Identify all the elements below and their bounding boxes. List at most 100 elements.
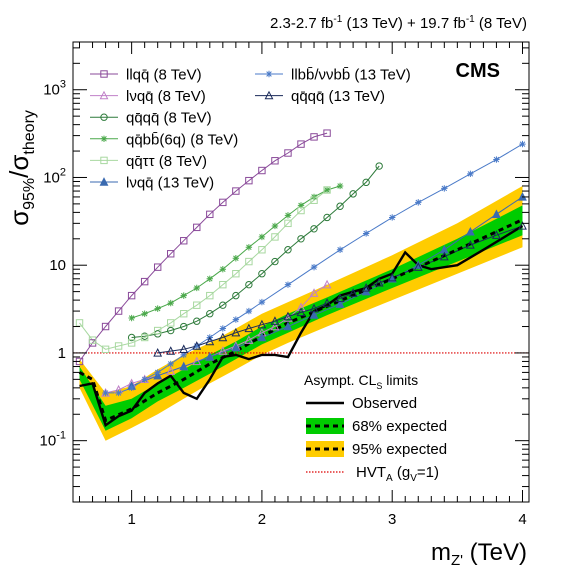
series-6-point-21 [493, 156, 500, 163]
series-6-point-9 [219, 325, 227, 332]
ticks-layer [73, 42, 529, 503]
series-7-point-14 [335, 293, 345, 302]
series-6-point-2 [128, 384, 135, 392]
series-4-point-13 [245, 257, 253, 266]
series-7-point-2 [179, 344, 189, 354]
series-3-point-8 [232, 255, 240, 262]
series-7-point-23 [518, 221, 527, 230]
legend-series-label-4: qq̄ττ (8 TeV) [126, 153, 207, 170]
x-tick-label-2: 3 [388, 511, 396, 528]
legend-series-label-3: qq̄bb̄(6q) (8 TeV) [126, 131, 238, 148]
series-0-point-14 [258, 166, 266, 175]
x-axis-main: m [431, 539, 451, 566]
lumi-exp1: -1 [333, 14, 342, 25]
series-4-point-12 [232, 270, 240, 278]
series-2-point-12 [284, 246, 292, 254]
series-7-point-16 [361, 283, 371, 292]
series-3-point-9 [245, 244, 253, 251]
legend-series-label-5: lνqq̄ (13 TeV) [126, 175, 214, 192]
series-7-point-8 [257, 319, 267, 329]
series-6-point-18 [415, 199, 422, 206]
band-legend-label-1: 68% expected [352, 418, 447, 435]
series-2-point-6 [206, 310, 214, 318]
series-6-point-13 [284, 281, 292, 288]
series-line-5 [131, 196, 523, 387]
series-4-point-14 [258, 246, 266, 254]
series-6-point-14 [310, 263, 318, 271]
series-3-point-2 [154, 305, 161, 312]
band-legend-label-2: 95% expected [352, 441, 447, 458]
series-1-point-5 [166, 366, 176, 375]
series-2-point-17 [349, 190, 357, 198]
series-7-point-3 [192, 341, 202, 350]
series-4-point-4 [127, 339, 136, 347]
series-6-point-10 [232, 316, 240, 323]
series-0-point-4 [127, 291, 136, 300]
series-4-point-7 [167, 319, 175, 327]
series-6-point-19 [441, 185, 448, 192]
series-7-point-18 [387, 272, 397, 282]
tick-labels-layer: 1 2 3 4 10-1 1 10 102 103 [40, 79, 527, 528]
series-3-point-13 [297, 202, 305, 209]
series-7-point-5 [218, 332, 228, 342]
y-axis-title: σ95%/σtheory [4, 110, 38, 226]
series-3-point-4 [180, 292, 187, 299]
series-7-point-10 [283, 311, 293, 321]
y-axis-sub2: theory [21, 110, 38, 154]
series-3-point-1 [141, 310, 148, 317]
series-7-point-1 [166, 346, 176, 355]
series-3-point-16 [336, 182, 344, 190]
series-2-point-5 [193, 317, 201, 325]
series-4-point-3 [114, 342, 123, 350]
legend-series-label-6: llbb̄/ννbb̄ (13 TeV) [291, 67, 411, 84]
band-legend-label-3: HVTA (gV=1) [356, 464, 439, 484]
series-7-point-17 [374, 277, 384, 287]
y-tick-label-2: 10 [49, 257, 66, 274]
series-0-point-5 [140, 277, 149, 286]
series-1-point-16 [309, 288, 319, 297]
series-6-point-3 [141, 376, 148, 383]
series-3-point-10 [258, 233, 266, 241]
series-2-point-9 [245, 280, 253, 289]
series-4-point-19 [323, 186, 331, 194]
series-6-point-17 [389, 214, 396, 221]
series-6-point-7 [193, 342, 200, 350]
series-5-point-3 [205, 352, 215, 361]
series-2-point-18 [362, 178, 370, 187]
legend-series-label-1: lνqq̄ (8 TeV) [126, 88, 206, 105]
series-0-point-15 [271, 157, 279, 165]
series-1-point-11 [244, 335, 254, 344]
x-axis-title: mZ' (TeV) [431, 539, 527, 569]
series-6-point-11 [245, 307, 253, 315]
y-axis-sigma: σ [4, 210, 34, 226]
y-tick-label-3: 102 [43, 166, 66, 186]
series-line-2 [131, 165, 380, 338]
series-1-point-14 [283, 313, 293, 322]
series-7-point-12 [309, 303, 319, 313]
series-2-point-13 [297, 235, 305, 243]
band-legend: Asympt. CLS limits Observed 68% expected 95… [304, 372, 447, 484]
legend-series-label-2: qq̄qq̄ (8 TeV) [126, 110, 212, 127]
series-0-point-6 [153, 263, 162, 271]
series-4-point-11 [219, 280, 227, 289]
x-tick-label-0: 1 [127, 511, 135, 528]
series-5-point-4 [231, 342, 241, 352]
series-2-point-4 [180, 322, 188, 331]
x-axis-unit: (TeV) [463, 539, 527, 566]
y-tick-label-1: 1 [58, 345, 66, 362]
series-0-point-18 [310, 133, 318, 141]
legend-series-label-7: qq̄qq̄ (13 TeV) [291, 88, 385, 105]
series-0-point-8 [180, 237, 188, 245]
series-4-point-18 [310, 196, 318, 204]
series-3-point-12 [284, 212, 292, 219]
series-5-point-7 [309, 310, 319, 319]
series-4-point-6 [153, 326, 162, 335]
series-5-point-13 [465, 226, 475, 236]
series-7-point-6 [231, 327, 241, 337]
markers-layer [75, 129, 527, 397]
series-4-point-15 [271, 233, 279, 241]
legend-series-marker-4 [100, 156, 108, 165]
series-0-point-19 [323, 129, 331, 137]
series-0-point-7 [167, 250, 175, 258]
series-0-point-2 [101, 322, 110, 331]
